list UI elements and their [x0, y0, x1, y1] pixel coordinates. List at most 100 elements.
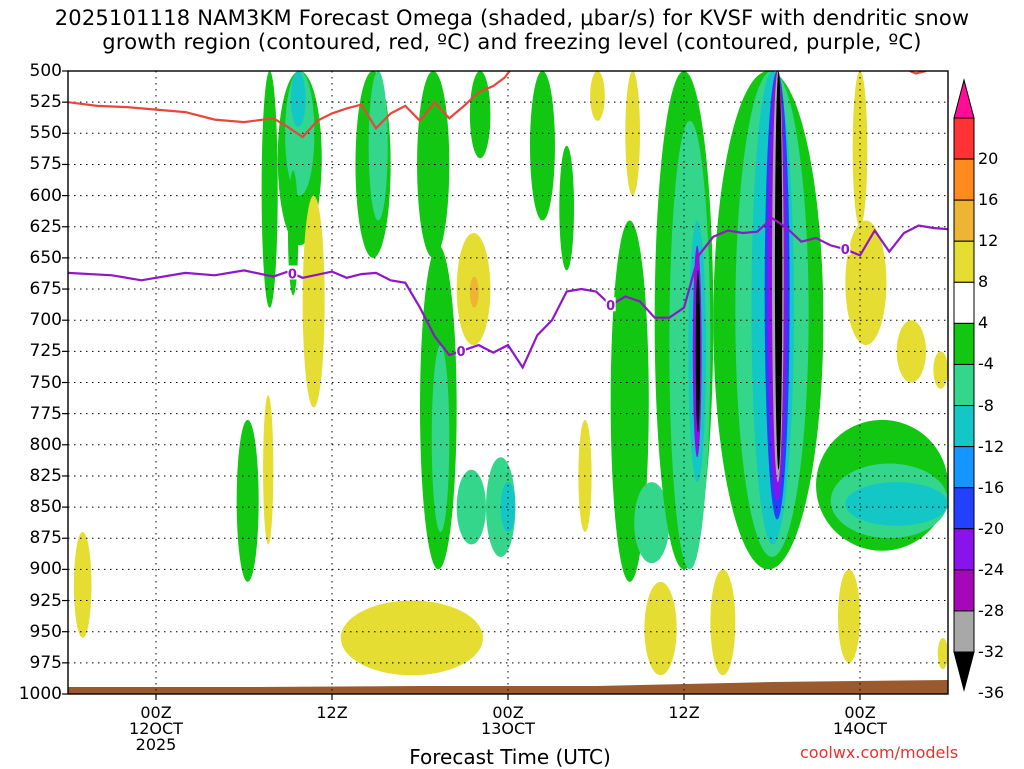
omega-cell-36 [302, 195, 325, 408]
colorbar-label-3: 8 [978, 272, 989, 292]
colorbar-label-2: 12 [978, 231, 999, 251]
omega-cell-33 [845, 482, 948, 526]
colorbar-seg-3 [953, 240, 975, 283]
omega-cell-35 [73, 532, 92, 638]
chart-title-line2: growth region (contoured, red, ºC) and f… [102, 30, 922, 54]
y-tick-label-525: 525 [29, 92, 62, 113]
x-tick-label-6-line2: 12OCT [129, 719, 183, 738]
colorbar-label-4: 4 [978, 313, 989, 333]
omega-cell-38 [340, 600, 484, 676]
colorbar-seg-11 [953, 569, 975, 612]
y-tick-label-700: 700 [29, 310, 62, 331]
freezing-level-label-3: 0 [841, 243, 850, 258]
omega-cell-8 [417, 71, 450, 258]
y-tick-label-875: 875 [29, 528, 62, 549]
dgz-contour-line-upper-right [909, 71, 927, 75]
freezing-label-bg-1 [456, 343, 467, 358]
chart-title-line1: 2025101118 NAM3KM Forecast Omega (shaded… [54, 6, 970, 30]
colorbar-seg-7 [953, 405, 975, 448]
colorbar-seg-8 [953, 446, 975, 489]
colorbar-label-6: -8 [978, 395, 994, 415]
axis-ticks [62, 70, 861, 700]
freezing-label-bg-3 [840, 241, 851, 256]
colorbar-seg-9 [953, 487, 975, 530]
y-tick-label-625: 625 [29, 216, 62, 237]
y-tick-label-500: 500 [29, 61, 62, 81]
omega-cell-0 [261, 71, 278, 308]
omega-cell-13 [500, 482, 516, 533]
freezing-label-bg-2 [605, 297, 616, 312]
dgz-contour-line [68, 71, 511, 139]
omega-cell-30 [774, 71, 783, 470]
y-tick-label-650: 650 [29, 247, 62, 268]
omega-cell-41 [469, 276, 479, 308]
x-tick-label-54-line1: 00Z [844, 703, 876, 722]
omega-cell-7 [368, 71, 388, 221]
x-tick-label-42-line1: 12Z [668, 703, 700, 722]
colorbar-label-7: -12 [978, 436, 1005, 456]
y-tick-label-825: 825 [29, 465, 62, 486]
omega-cell-4 [236, 419, 259, 582]
colorbar-label-5: -4 [978, 354, 994, 374]
y-tick-label-600: 600 [29, 185, 62, 206]
omega-cell-49 [933, 351, 948, 389]
y-tick-label-675: 675 [29, 279, 62, 300]
y-tick-label-950: 950 [29, 621, 62, 642]
omega-cell-37 [263, 394, 274, 545]
y-tick-label-750: 750 [29, 372, 62, 393]
colorbar-seg-4 [953, 281, 975, 324]
colorbar-label-8: -16 [978, 477, 1005, 497]
y-tick-label-550: 550 [29, 123, 62, 144]
colorbar-label-10: -24 [978, 559, 1005, 579]
colorbar-seg-0 [953, 117, 975, 160]
omega-cell-42 [590, 71, 605, 121]
freezing-level-label-2: 0 [606, 299, 615, 314]
omega-cell-10 [431, 345, 450, 533]
colorbar-seg-6 [953, 363, 975, 407]
x-tick-label-30-line2: 13OCT [481, 719, 535, 738]
colorbar-label-13: -36 [978, 683, 1005, 703]
y-tick-label-925: 925 [29, 590, 62, 611]
omega-cell-44 [644, 581, 677, 676]
y-tick-label-900: 900 [29, 559, 62, 580]
x-tick-label-54-line2: 14OCT [833, 719, 887, 738]
omega-cell-18 [634, 482, 670, 564]
contour-layer: 0 0 0 0 [68, 71, 948, 370]
y-tick-label-1000: 1000 [18, 684, 62, 704]
freezing-label-bg-0 [287, 265, 298, 280]
y-tick-label-575: 575 [29, 154, 62, 175]
y-tick-label-850: 850 [29, 497, 62, 518]
omega-cell-15 [530, 71, 555, 221]
y-tick-label-975: 975 [29, 652, 62, 673]
freezing-level-label-0: 0 [288, 267, 297, 282]
omega-cell-47 [845, 220, 887, 346]
freezing-level-label-1: 0 [457, 345, 466, 360]
x-tick-label-6-line3: 2025 [135, 735, 177, 754]
omega-cell-51 [937, 637, 948, 670]
colorbar-seg-12 [953, 610, 975, 653]
x-tick-label-6-line1: 00Z [140, 703, 172, 722]
colorbar-label-12: -32 [978, 642, 1005, 661]
omega-cell-14 [469, 71, 491, 159]
omega-cell-3 [290, 71, 306, 128]
omega-cell-48 [896, 320, 926, 383]
colorbar-label-0: 20 [978, 149, 999, 169]
credit-link[interactable]: coolwx.com/models [800, 743, 959, 762]
omega-cell-16 [559, 145, 575, 271]
colorbar-seg-1 [953, 158, 975, 201]
x-tick-label-18-line1: 12Z [316, 703, 348, 722]
colorbar-seg-5 [953, 322, 975, 365]
grid-lines [68, 71, 948, 694]
colorbar-seg-10 [953, 528, 975, 571]
y-tick-label-800: 800 [29, 434, 62, 455]
colorbar-cap-top [953, 78, 975, 119]
colorbar-seg-2 [953, 199, 975, 242]
terrain-layer [68, 680, 948, 694]
x-axis-title: Forecast Time (UTC) [409, 745, 611, 769]
freezing-level-line [68, 216, 948, 370]
terrain-surface [68, 680, 948, 694]
omega-cell-34 [852, 71, 868, 227]
omega-cell-50 [838, 569, 860, 663]
omega-cell-17 [610, 220, 649, 582]
